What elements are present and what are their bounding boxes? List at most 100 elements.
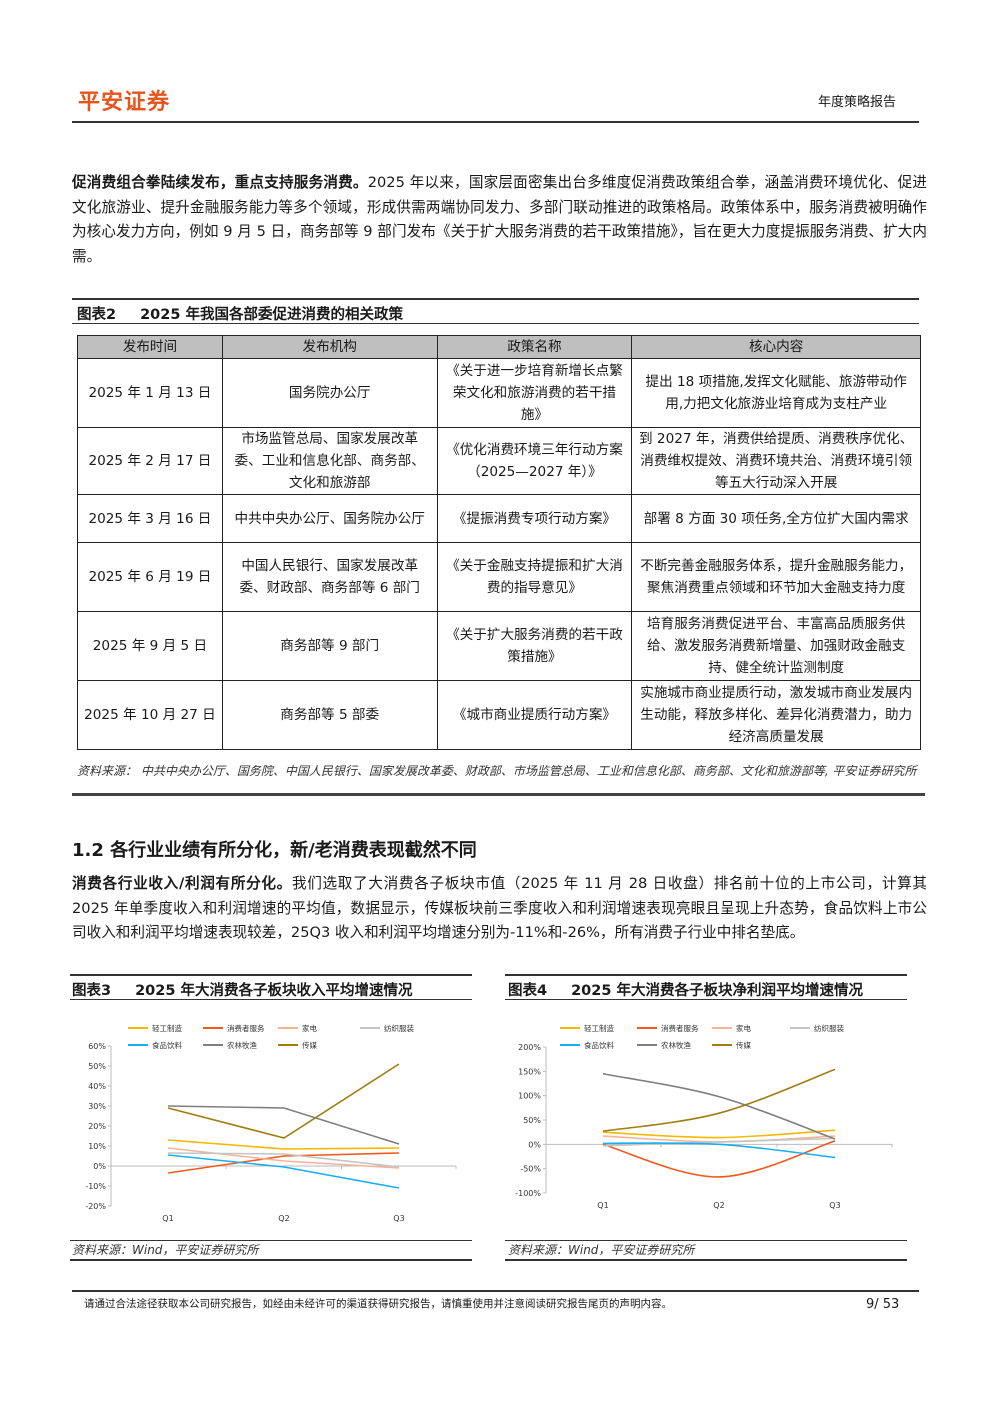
paragraph-lead: 促消费组合拳陆续发布，重点支持服务消费。 <box>72 174 368 191</box>
table-cell: 2025 年 9 月 5 日 <box>77 611 223 681</box>
y-tick-label: 50% <box>88 1062 106 1071</box>
series-line-4 <box>602 1142 836 1159</box>
footer-rule <box>72 1290 919 1292</box>
series-line-6 <box>167 1063 400 1139</box>
col-header: 政策名称 <box>436 335 633 359</box>
legend-label: 传媒 <box>302 1040 317 1050</box>
doc-type: 年度策略报告 <box>818 95 897 110</box>
fig2-label: 图表2 <box>77 307 117 323</box>
table-cell: 《优化消费环境三年行动方案（2025—2027 年）》 <box>436 427 633 495</box>
table-cell: 培育服务消费促进平台、丰富高品质服务供给、激发服务消费新增量、加强财政金融支持、… <box>631 611 921 681</box>
fig3-title: 图表3 2025 年大消费各子板块收入平均增速情况 <box>72 979 437 1000</box>
table-cell: 国务院办公厅 <box>221 358 438 428</box>
paragraph-body: 我们选取了大消费各子板块市值（2025 年 11 月 28 日收盘）排名前十位的… <box>72 875 927 941</box>
series-line-6 <box>602 1068 836 1132</box>
legend-label: 家电 <box>736 1023 751 1033</box>
paragraph-1: 促消费组合拳陆续发布，重点支持服务消费。2025 年以来，国家层面密集出台多维度… <box>72 171 927 269</box>
y-tick-label: 200% <box>518 1043 541 1052</box>
series-line-0 <box>602 1129 836 1139</box>
y-tick-label: 10% <box>88 1142 106 1151</box>
table-cell: 《关于金融支持提振和扩大消费的指导意见》 <box>436 542 633 612</box>
fig2-title: 图表2 2025 年我国各部委促进消费的相关政策 <box>77 303 427 324</box>
table-cell: 不断完善金融服务体系，提升金融服务能力，聚焦消费重点领域和环节加大金融支持力度 <box>631 542 921 612</box>
policy-table: 发布时间 发布机构 政策名称 核心内容 2025 年 1 月 13 日国务院办公… <box>77 335 921 750</box>
fig4-label: 图表4 <box>508 983 548 999</box>
header-divider <box>72 121 919 123</box>
x-tick-label: Q2 <box>713 1201 724 1210</box>
legend-label: 食品饮料 <box>152 1040 182 1050</box>
col-header: 发布机构 <box>221 335 438 359</box>
y-tick-label: 20% <box>88 1122 106 1131</box>
x-tick-label: Q2 <box>278 1214 289 1223</box>
fig4-source: 资料来源：Wind，平安证券研究所 <box>508 1243 695 1257</box>
legend-label: 消费者服务 <box>227 1023 265 1033</box>
legend-label: 食品饮料 <box>584 1040 614 1050</box>
series-line-5 <box>167 1105 400 1145</box>
fig2-source: 资料来源： 中共中央办公厅、国务院、中国人民银行、国家发展改革委、财政部、市场监… <box>77 764 917 778</box>
fig2-title-text: 2025 年我国各部委促进消费的相关政策 <box>140 307 403 323</box>
page-number: 9/ 53 <box>866 1297 900 1312</box>
table-cell: 商务部等 5 部委 <box>221 680 438 750</box>
table-row: 2025 年 6 月 19 日中国人民银行、国家发展改革委、财政部、商务部等 6… <box>77 542 921 612</box>
x-tick-label: Q3 <box>829 1201 840 1210</box>
y-tick-label: 100% <box>518 1092 541 1101</box>
series-line-3 <box>602 1137 836 1147</box>
y-tick-label: -10% <box>85 1182 106 1191</box>
fig4-chart: -100% -50% 0% 50% 100% 150% 200% Q1 Q2 Q3 轻工制造 消费者服… <box>515 1023 893 1210</box>
series-line-5 <box>602 1072 836 1140</box>
y-tick-label: 150% <box>518 1067 541 1076</box>
table-cell: 中共中央办公厅、国务院办公厅 <box>221 494 438 543</box>
fig3-title-text: 2025 年大消费各子板块收入平均增速情况 <box>135 983 413 999</box>
fig3-top-rule <box>70 974 472 976</box>
table-cell: 《城市商业提质行动方案》 <box>436 680 633 750</box>
y-tick-label: 0% <box>528 1140 541 1149</box>
table-cell: 2025 年 3 月 16 日 <box>77 494 223 543</box>
legend-label: 消费者服务 <box>661 1023 699 1033</box>
table-cell: 市场监管总局、国家发展改革委、工业和信息化部、商务部、文化和旅游部 <box>221 427 438 495</box>
fig3-source: 资料来源：Wind，平安证券研究所 <box>72 1243 259 1257</box>
brand-logo: 平安证券 <box>78 90 171 115</box>
series-line-1 <box>602 1140 836 1178</box>
table-cell: 2025 年 1 月 13 日 <box>77 358 223 428</box>
fig3-bottom-rule <box>70 1259 472 1261</box>
legend-label: 纺织服装 <box>814 1023 844 1033</box>
col-header: 发布时间 <box>77 335 223 359</box>
series-line-0 <box>167 1139 400 1150</box>
y-tick-label: 60% <box>88 1042 106 1051</box>
table-row: 2025 年 9 月 5 日商务部等 9 部门 《关于扩大服务消费的若干政策措施》… <box>77 611 921 681</box>
table-cell: 中国人民银行、国家发展改革委、财政部、商务部等 6 部门 <box>221 542 438 612</box>
y-tick-label: -100% <box>515 1189 541 1198</box>
y-tick-label: -20% <box>85 1202 106 1211</box>
y-tick-label: 50% <box>523 1116 541 1125</box>
x-tick-label: Q3 <box>393 1214 404 1223</box>
table-row: 2025 年 10 月 27 日商务部等 5 部委 《城市商业提质行动方案》 实施城… <box>77 680 921 750</box>
fig3-chart: -20% -10% 0% 10% 20% 30% 40% 50% 60% Q1 Q2 Q3 轻工制造 消费… <box>85 1023 457 1223</box>
legend-label: 纺织服装 <box>384 1023 414 1033</box>
series-line-4 <box>167 1154 400 1189</box>
table-cell: 2025 年 6 月 19 日 <box>77 542 223 612</box>
y-tick-label: 40% <box>88 1082 106 1091</box>
fig3-source-rule <box>70 1240 472 1241</box>
y-tick-label: -50% <box>520 1165 541 1174</box>
fig4-source-rule <box>505 1240 907 1241</box>
table-cell: 商务部等 9 部门 <box>221 611 438 681</box>
legend-label: 农林牧渔 <box>227 1040 257 1050</box>
fig4-title-text: 2025 年大消费各子板块净利润平均增速情况 <box>571 983 863 999</box>
table-cell: 《提振消费专项行动方案》 <box>436 494 633 543</box>
series-line-3 <box>167 1152 400 1168</box>
y-tick-label: 0% <box>93 1162 106 1171</box>
fig3-label: 图表3 <box>72 983 112 999</box>
y-tick-label: 30% <box>88 1102 106 1111</box>
x-tick-label: Q1 <box>162 1214 173 1223</box>
paragraph-2: 消费各行业收入/利润有所分化。我们选取了大消费各子板块市值（2025 年 11 … <box>72 872 927 946</box>
table-row: 2025 年 3 月 16 日中共中央办公厅、国务院办公厅 《提振消费专项行动方案… <box>77 494 921 543</box>
table-cell: 《关于扩大服务消费的若干政策措施》 <box>436 611 633 681</box>
table-cell: 部署 8 方面 30 项任务,全方位扩大国内需求 <box>631 494 921 543</box>
legend-label: 家电 <box>302 1023 317 1033</box>
paragraph-body: 2025 年以来，国家层面密集出台多维度促消费政策组合拳，涵盖消费环境优化、促进… <box>72 174 927 265</box>
fig4-top-rule <box>505 974 907 976</box>
footer-disclaimer: 请通过合法途径获取本公司研究报告，如经由未经许可的渠道获得研究报告，请慎重使用并… <box>84 1298 672 1310</box>
table-cell: 提出 18 项措施,发挥文化赋能、旅游带动作用,力把文化旅游业培育成为支柱产业 <box>631 358 921 428</box>
paragraph-lead: 消费各行业收入/利润有所分化。 <box>72 875 292 892</box>
